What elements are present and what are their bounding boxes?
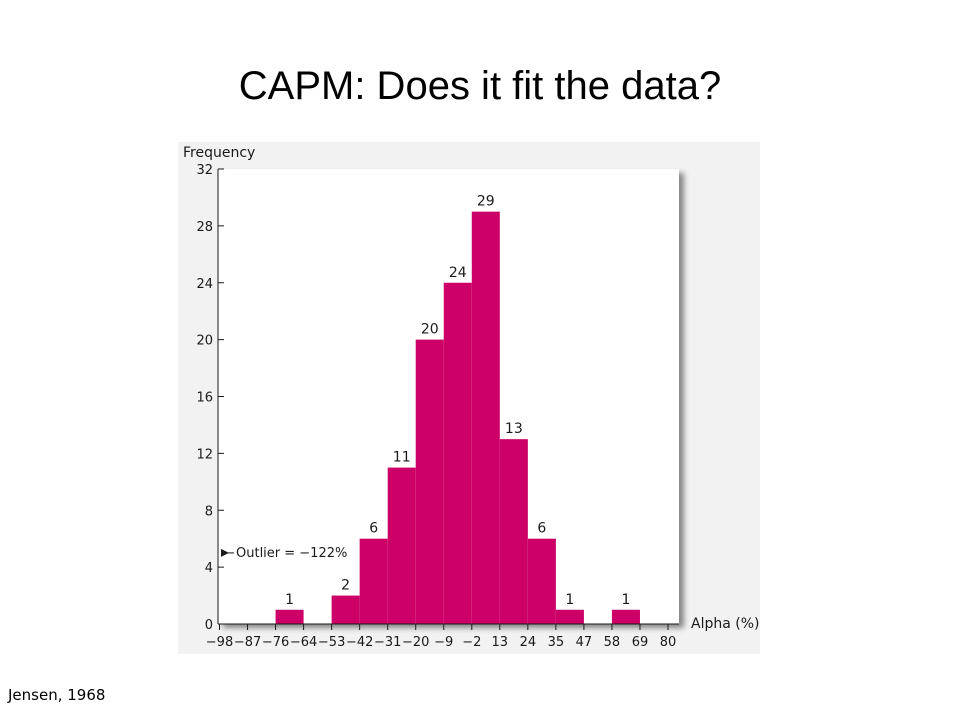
- x-tick-label: −98: [206, 635, 233, 650]
- y-tick-label: 4: [205, 561, 213, 576]
- x-tick-label: −42: [346, 635, 373, 650]
- x-tick-label: −2: [462, 635, 481, 650]
- x-tick-label: −31: [374, 635, 401, 650]
- histogram-figure: 0 4 8 12 16 20 24 28 32 −98 −87 −76 −64 −53 −42 −31 −20−…: [178, 142, 760, 654]
- x-tick-label: −87: [234, 635, 261, 650]
- x-tick-label: 69: [632, 635, 649, 650]
- bar-value-label: 24: [449, 265, 467, 281]
- bar-value-label: 6: [369, 521, 378, 537]
- y-tick-label: 12: [196, 447, 213, 462]
- y-axis-title: Frequency: [183, 145, 255, 161]
- histogram-bar: [331, 595, 360, 624]
- y-tick-label: 8: [205, 504, 213, 519]
- histogram-bar: [471, 211, 500, 624]
- slide-title: CAPM: Does it fit the data?: [238, 64, 722, 108]
- histogram-bar: [415, 339, 444, 624]
- y-tick-label: 20: [196, 334, 213, 349]
- histogram-bar: [387, 467, 416, 624]
- y-tick-label: 16: [196, 391, 213, 406]
- x-tick-label: 58: [604, 635, 621, 650]
- y-tick-label: 0: [205, 618, 213, 633]
- bar-value-label: 11: [393, 450, 411, 466]
- bar-value-label: 1: [285, 592, 294, 608]
- bar-value-label: 20: [421, 322, 439, 338]
- y-tick-label: 24: [196, 277, 213, 292]
- x-tick-label: −53: [318, 635, 345, 650]
- x-axis-title: Alpha (%): [691, 616, 759, 632]
- histogram-bar: [555, 609, 584, 624]
- bar-value-label: 13: [505, 421, 523, 437]
- histogram-bar: [527, 538, 556, 624]
- x-tick-label: 24: [520, 635, 537, 650]
- histogram-bar: [499, 439, 528, 624]
- x-tick-label: 47: [576, 635, 593, 650]
- x-tick-label: −76: [262, 635, 289, 650]
- x-tick-label: −9: [434, 635, 453, 650]
- outlier-annotation: Outlier = −122%: [236, 546, 347, 561]
- histogram-bar: [359, 538, 388, 624]
- bar-value-label: 2: [341, 578, 350, 594]
- x-tick-label: 80: [660, 635, 677, 650]
- y-tick-label: 28: [196, 220, 213, 235]
- citation: Jensen, 1968: [8, 686, 106, 704]
- x-tick-label: −20: [402, 635, 429, 650]
- bar-value-label: 1: [565, 592, 574, 608]
- x-tick-label: −64: [290, 635, 317, 650]
- bar-value-label: 29: [477, 194, 495, 210]
- histogram-bar: [275, 609, 304, 624]
- bar-value-label: 6: [537, 521, 546, 537]
- bar-value-label: 1: [621, 592, 630, 608]
- x-tick-label: 35: [548, 635, 565, 650]
- y-tick-label: 32: [196, 163, 213, 178]
- histogram-bar: [443, 282, 472, 624]
- x-tick-label: 13: [492, 635, 509, 650]
- histogram-bar: [611, 609, 640, 624]
